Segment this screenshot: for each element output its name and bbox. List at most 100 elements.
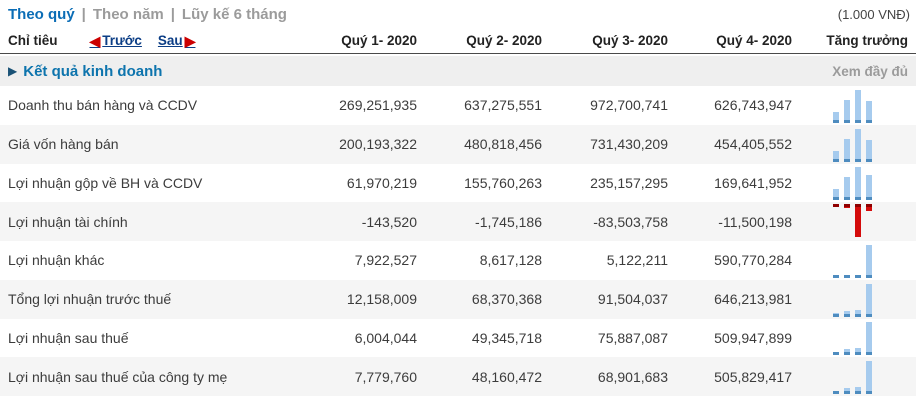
growth-chart-cell <box>800 280 916 319</box>
column-header-q2: Quý 2- 2020 <box>466 33 542 48</box>
growth-mini-chart <box>832 361 872 394</box>
growth-mini-chart <box>832 167 872 201</box>
growth-chart-cell <box>800 357 916 396</box>
row-label: Lợi nhuận sau thuế <box>8 329 129 346</box>
row-value: 235,157,295 <box>590 174 668 191</box>
bar-cap <box>832 391 839 394</box>
bar-cap <box>854 197 861 201</box>
positive-bar <box>854 309 861 317</box>
table-row: Lợi nhuận gộp về BH và CCDV 61,970,219 155… <box>0 164 916 203</box>
growth-chart-cell <box>800 125 916 164</box>
positive-bar <box>843 99 850 123</box>
row-label: Doanh thu bán hàng và CCDV <box>8 97 198 114</box>
bar-cap <box>865 274 872 278</box>
bar-cap <box>832 352 839 356</box>
bar-cap <box>854 158 861 162</box>
next-button[interactable]: Sau ▶ <box>158 33 198 48</box>
column-header-q4: Quý 4- 2020 <box>716 33 792 48</box>
positive-bar <box>832 189 839 201</box>
row-label: Lợi nhuận gộp về BH và CCDV <box>8 174 203 191</box>
tab-separator: | <box>81 5 86 23</box>
row-value: 269,251,935 <box>339 97 417 114</box>
header-label-cell: Chỉ tiêu ◀ Trước Sau ▶ <box>0 33 300 48</box>
row-value: -1,745,186 <box>475 213 542 230</box>
triangle-right-icon: ▶ <box>8 64 18 78</box>
row-value: 200,193,322 <box>339 136 417 153</box>
positive-bar <box>854 89 861 123</box>
positive-bar <box>843 388 850 394</box>
positive-bar <box>832 312 839 317</box>
positive-bar <box>832 150 839 162</box>
row-value: 48,160,472 <box>471 368 542 385</box>
positive-bar <box>843 310 850 317</box>
view-full-link[interactable]: Xem đầy đủ <box>832 63 908 79</box>
negative-bar <box>865 204 872 212</box>
bar-cap <box>865 391 872 394</box>
positive-bar <box>865 283 872 317</box>
next-label: Sau <box>157 33 183 48</box>
growth-mini-chart <box>832 128 872 162</box>
bar-cap <box>843 197 850 201</box>
bar-cap <box>865 352 872 356</box>
row-value: 480,818,456 <box>464 136 542 153</box>
row-value: 646,213,981 <box>714 291 792 308</box>
growth-mini-chart <box>832 283 872 317</box>
tab-2[interactable]: Theo năm <box>92 5 164 23</box>
bar-cap <box>854 352 861 356</box>
bar-cap <box>865 119 872 123</box>
tab-separator: | <box>170 5 175 23</box>
bar-cap <box>832 119 839 123</box>
positive-bar <box>843 274 850 278</box>
growth-mini-chart <box>832 89 872 123</box>
row-value: 505,829,417 <box>714 368 792 385</box>
tab-1[interactable]: Theo quý <box>8 5 75 23</box>
positive-bar <box>865 322 872 356</box>
bar-cap <box>843 274 850 278</box>
table-row: Tổng lợi nhuận trước thuế 12,158,009 68,37… <box>0 279 916 319</box>
negative-bar <box>832 204 839 208</box>
table-row: Lợi nhuận sau thuế của công ty mẹ 7,779,7… <box>0 357 916 396</box>
row-value: 68,370,368 <box>471 291 542 308</box>
growth-chart-cell <box>800 319 916 358</box>
growth-chart-cell <box>800 202 916 241</box>
bar-cap <box>854 204 861 208</box>
bar-cap <box>854 274 861 278</box>
row-value: 61,970,219 <box>346 174 417 191</box>
row-value: -83,503,758 <box>593 213 668 230</box>
bar-cap <box>854 119 861 123</box>
tab-3[interactable]: Lũy kế 6 tháng <box>181 5 287 23</box>
bar-cap <box>854 391 861 394</box>
growth-mini-chart <box>832 322 872 356</box>
bar-cap <box>832 158 839 162</box>
bar-cap <box>843 391 850 394</box>
column-header-growth: Tăng trưởng <box>826 33 908 48</box>
row-value: 12,158,009 <box>346 291 417 308</box>
positive-bar <box>865 175 872 201</box>
row-value: 5,122,211 <box>606 252 668 269</box>
positive-bar <box>865 361 872 394</box>
positive-bar <box>854 128 861 162</box>
row-label: Tổng lợi nhuận trước thuế <box>8 291 172 308</box>
prev-button[interactable]: ◀ Trước <box>88 33 142 48</box>
growth-chart-cell <box>800 164 916 203</box>
positive-bar <box>832 274 839 278</box>
row-value: 637,275,551 <box>464 97 542 114</box>
positive-bar <box>832 111 839 123</box>
report-topbar: Theo quý | Theo năm | Lũy kế 6 tháng (1.000 … <box>0 0 916 28</box>
unit-label: (1.000 VNĐ) <box>837 6 910 22</box>
growth-chart-cell <box>800 241 916 280</box>
bar-cap <box>832 197 839 201</box>
negative-bar <box>843 204 850 209</box>
row-value: -11,500,198 <box>718 213 792 230</box>
row-value: 91,504,037 <box>597 291 668 308</box>
positive-bar <box>832 391 839 394</box>
row-value: 68,901,683 <box>597 368 668 385</box>
arrow-left-icon: ◀ <box>89 32 101 49</box>
row-label: Giá vốn hàng bán <box>8 136 119 153</box>
column-header-q1: Quý 1- 2020 <box>341 33 417 48</box>
positive-bar <box>854 348 861 356</box>
bar-cap <box>843 204 850 208</box>
row-value: 75,887,087 <box>597 329 668 346</box>
bar-cap <box>843 313 850 317</box>
table-row: Lợi nhuận sau thuế 6,004,044 49,345,718 75,… <box>0 319 916 358</box>
